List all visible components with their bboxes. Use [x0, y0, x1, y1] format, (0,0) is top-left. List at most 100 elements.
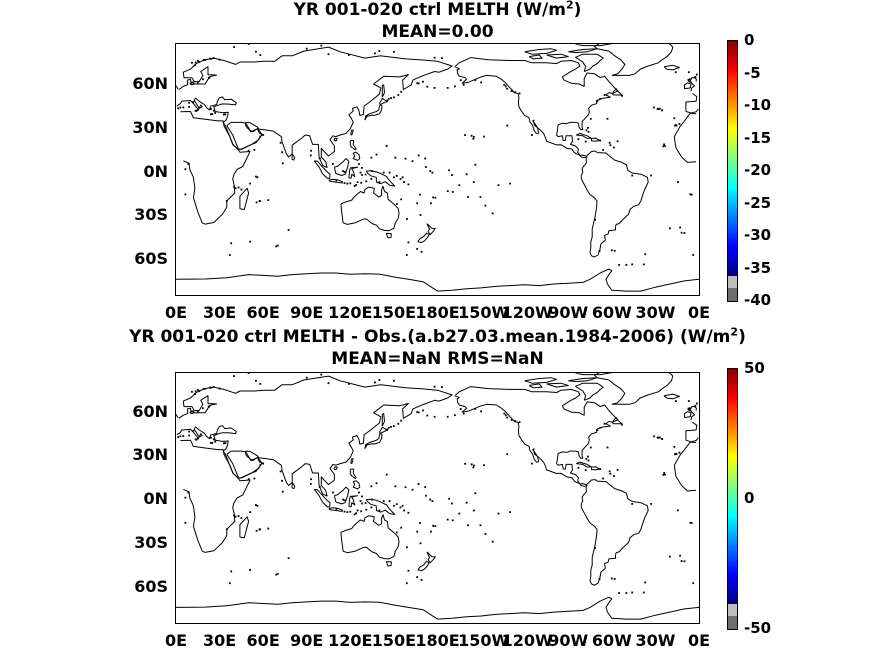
island-dot [432, 524, 434, 527]
bottom-y-label-0n: 0N [143, 489, 168, 508]
island-dot [417, 483, 420, 485]
x-label-150w: 150W [458, 303, 510, 322]
island-dot [233, 185, 235, 188]
island-dot [403, 509, 405, 512]
coastline [291, 482, 296, 490]
island-dot [589, 117, 592, 120]
island-dot [424, 157, 427, 160]
island-dot [422, 80, 424, 83]
island-dot [462, 412, 465, 415]
island-dot [387, 426, 390, 429]
island-dot [202, 59, 205, 61]
island-dot [188, 101, 190, 104]
island-dot [687, 407, 690, 410]
island-dot [430, 530, 432, 533]
island-dot [387, 98, 390, 100]
coastline [417, 232, 430, 244]
island-dot [202, 407, 204, 410]
island-dot [514, 420, 517, 422]
island-dot [419, 542, 422, 545]
island-dot [662, 474, 665, 476]
island-dot [420, 251, 423, 253]
island-dot [275, 245, 278, 248]
island-dot [618, 592, 620, 594]
island-dot [233, 514, 235, 517]
island-dot [184, 168, 187, 171]
bottom-map-coastlines [176, 373, 699, 620]
island-dot [616, 469, 619, 471]
coastline [349, 468, 357, 479]
island-dot [598, 250, 601, 252]
coastline [593, 44, 674, 76]
island-dot [653, 106, 655, 109]
coastline [176, 414, 179, 419]
island-dot [407, 569, 410, 572]
coastline [381, 84, 385, 98]
island-dot [194, 390, 197, 393]
island-dot [459, 408, 462, 410]
island-dot [625, 264, 628, 266]
bottom-y-label-60n: 60N [132, 402, 168, 421]
island-dot [399, 178, 402, 180]
island-dot [509, 182, 511, 185]
island-dot [188, 105, 190, 108]
island-dot [470, 463, 473, 466]
coastline [333, 158, 350, 176]
coastline [348, 495, 359, 508]
bottom-panel-subtitle: MEAN=NaN RMS=NaN [331, 349, 544, 369]
x-label-150e: 150E [371, 303, 417, 322]
x-label-30e: 30E [202, 303, 237, 322]
island-dot [690, 193, 693, 196]
island-dot [230, 570, 233, 573]
colorbar-gradient [728, 369, 737, 604]
island-dot [234, 187, 237, 190]
island-dot [370, 156, 373, 159]
island-dot [188, 434, 190, 437]
island-dot [406, 546, 408, 549]
island-dot [642, 591, 645, 594]
x-label-90w: 90W [548, 303, 589, 322]
island-dot [454, 414, 456, 417]
island-dot [598, 578, 601, 581]
colorbar-tick-label: -25 [744, 193, 772, 212]
island-dot [677, 509, 679, 512]
island-dot [644, 253, 647, 256]
island-dot [679, 554, 681, 557]
island-dot [479, 196, 482, 198]
island-dot [346, 511, 349, 513]
island-dot [606, 117, 609, 120]
top-panel-subtitle: MEAN=0.00 [381, 22, 494, 42]
island-dot [577, 466, 580, 469]
coastline [333, 137, 338, 142]
island-dot [223, 113, 225, 116]
island-dot [484, 204, 487, 207]
island-dot [233, 375, 235, 377]
x-label-90e: 90E [290, 631, 324, 650]
island-dot [664, 473, 666, 476]
island-dot [397, 94, 400, 96]
island-dot [429, 170, 432, 172]
island-dot [198, 61, 201, 63]
island-dot [192, 81, 195, 84]
coastline [575, 53, 604, 72]
island-dot [403, 181, 405, 183]
island-dot [594, 547, 596, 549]
island-dot [613, 146, 615, 149]
island-dot [249, 511, 251, 513]
island-dot [404, 157, 407, 160]
coastline [333, 466, 338, 471]
island-dot [388, 171, 391, 174]
island-dot [223, 442, 225, 445]
island-dot [279, 470, 282, 473]
island-dot [259, 383, 262, 385]
island-dot [310, 478, 312, 481]
island-dot [613, 578, 616, 580]
island-dot [405, 254, 408, 256]
island-dot [587, 455, 589, 458]
island-dot [276, 572, 279, 575]
island-dot [416, 82, 419, 85]
island-dot [249, 569, 251, 571]
top-map-coastlines [176, 44, 699, 292]
island-dot [204, 388, 206, 390]
island-dot [374, 52, 376, 55]
